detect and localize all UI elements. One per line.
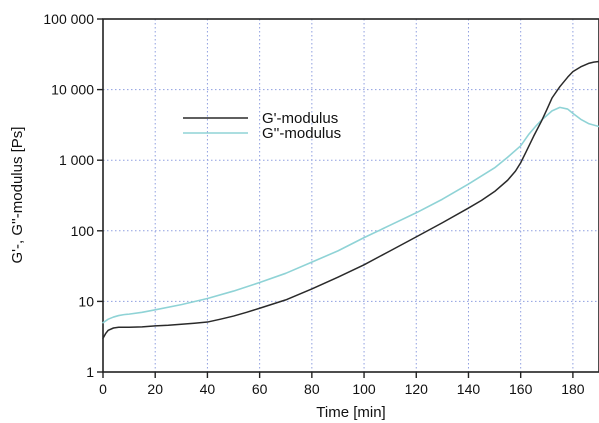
x-tick-label: 120 (405, 381, 429, 397)
y-tick-label: 1 (86, 364, 94, 380)
y-axis-title: G'-, G''-modulus [Ps] (9, 127, 26, 264)
series-group (102, 60, 599, 340)
series-line-g-prime (102, 60, 599, 340)
x-tick-label: 180 (561, 381, 585, 397)
x-tick-label: 60 (252, 381, 268, 397)
plot-frame (102, 18, 599, 373)
x-tick-label: 160 (509, 381, 533, 397)
x-tick-label: 80 (304, 381, 320, 397)
legend-label: G''-modulus (262, 125, 341, 142)
y-tick-label: 1 000 (59, 152, 94, 168)
x-tick-label: 40 (200, 381, 216, 397)
x-axis-title: Time [min] (316, 404, 385, 421)
y-tick-label: 100 000 (43, 11, 94, 27)
legend-label: G'-modulus (262, 110, 338, 127)
series-line-g-double-prime (102, 106, 599, 324)
y-tick-label: 10 000 (51, 82, 94, 98)
axis-ticks: 0 20 40 60 80 100 120 140 160 180 1 10 100 1 000 10 00… (43, 11, 584, 397)
grid (103, 19, 599, 372)
x-tick-label: 140 (457, 381, 481, 397)
y-tick-label: 10 (78, 293, 94, 309)
x-tick-label: 20 (147, 381, 163, 397)
x-tick-label: 100 (352, 381, 376, 397)
x-tick-label: 0 (99, 381, 107, 397)
y-tick-label: 100 (71, 223, 95, 239)
